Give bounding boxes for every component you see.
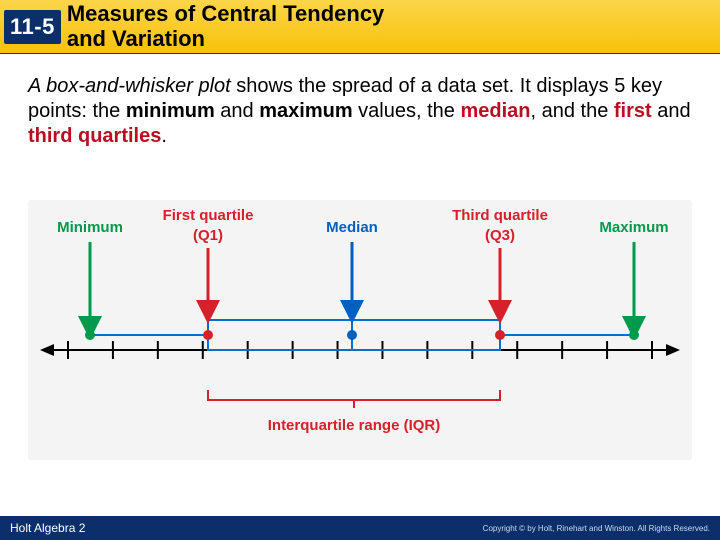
- svg-text:First quartile: First quartile: [163, 207, 254, 224]
- body-t4: , and the: [530, 100, 613, 122]
- body-paragraph: A box-and-whisker plot shows the spread …: [28, 74, 692, 149]
- boxplot-svg: Minimum First quartile (Q1) Median Third qua…: [28, 200, 692, 460]
- footer-book-title: Holt Algebra 2: [10, 521, 85, 535]
- kw-third-quartiles: third quartiles: [28, 125, 161, 147]
- body-t6: .: [161, 125, 167, 147]
- kw-first: first: [614, 100, 652, 122]
- svg-text:Interquartile range (IQR): Interquartile range (IQR): [268, 417, 441, 434]
- body-t2: and: [215, 100, 259, 122]
- lesson-header: 11-5 Measures of Central Tendency and Va…: [0, 0, 720, 54]
- body-t5: and: [652, 100, 691, 122]
- svg-text:Third quartile: Third quartile: [452, 207, 548, 224]
- svg-text:(Q3): (Q3): [485, 227, 515, 244]
- kw-median: median: [460, 100, 530, 122]
- svg-text:Median: Median: [326, 219, 378, 236]
- term-boxwhisker: A box-and-whisker plot: [28, 75, 231, 97]
- footer-bar: Holt Algebra 2 Copyright © by Holt, Rine…: [0, 516, 720, 540]
- kw-maximum: maximum: [259, 100, 352, 122]
- lesson-title-line1: Measures of Central Tendency: [67, 1, 384, 26]
- lesson-number-badge: 11-5: [4, 10, 61, 44]
- lesson-title: Measures of Central Tendency and Variati…: [67, 2, 384, 50]
- svg-text:Minimum: Minimum: [57, 219, 123, 236]
- footer-copyright: Copyright © by Holt, Rinehart and Winsto…: [483, 524, 710, 533]
- kw-minimum: minimum: [126, 100, 215, 122]
- lesson-title-line2: and Variation: [67, 26, 205, 51]
- svg-text:(Q1): (Q1): [193, 227, 223, 244]
- boxplot-diagram: Minimum First quartile (Q1) Median Third qua…: [28, 200, 692, 460]
- svg-text:Maximum: Maximum: [599, 219, 668, 236]
- body-t3: values, the: [353, 100, 461, 122]
